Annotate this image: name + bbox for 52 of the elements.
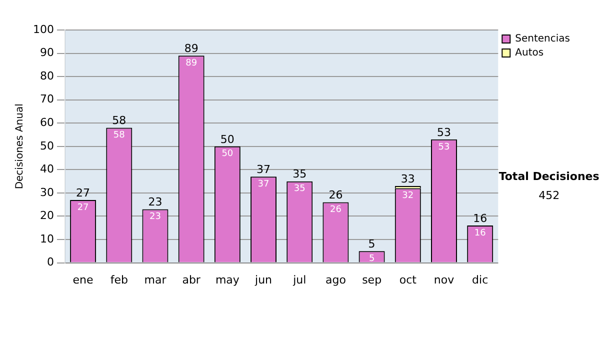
y-tick-label: 90 (40, 46, 54, 60)
total-label: 27 (76, 186, 90, 200)
data-label: 16 (474, 228, 486, 238)
data-label: 37 (258, 180, 270, 190)
x-tick-label: sep (362, 273, 382, 286)
data-label: 89 (186, 58, 198, 68)
x-tick-label: feb (110, 273, 128, 286)
data-label: 5 (368, 254, 375, 264)
x-tick-label: may (215, 273, 240, 286)
total-label: 35 (292, 168, 307, 181)
x-tick-label: oct (399, 273, 418, 286)
legend-label: Sentencias (515, 34, 570, 45)
data-label: 27 (77, 202, 89, 213)
y-tick-label: 60 (40, 116, 54, 129)
data-label: 23 (150, 212, 161, 222)
y-axis-title: Decisiones Anual (14, 104, 26, 190)
data-label: 58 (113, 130, 126, 141)
x-tick-label: dic (472, 273, 488, 286)
total-label: 37 (256, 163, 271, 176)
x-tick-label: nov (434, 273, 455, 286)
total-label: 16 (473, 212, 488, 225)
data-label: 53 (438, 142, 450, 152)
data-label: 32 (402, 191, 414, 202)
text: Total Decisiones (498, 170, 600, 183)
y-tick-label: 10 (40, 232, 54, 246)
total-label: 89 (184, 42, 198, 55)
y-tick-label: 40 (40, 162, 54, 176)
x-tick-label: jun (254, 273, 272, 286)
total-label: 58 (112, 114, 126, 128)
y-tick-label: 20 (40, 209, 54, 222)
x-tick-label: mar (144, 273, 167, 286)
y-tick-label: 50 (40, 139, 54, 152)
y-tick-label: 30 (40, 186, 54, 199)
legend-label: Autos (515, 48, 544, 59)
total-label: 26 (328, 188, 343, 202)
y-tick-label: 80 (40, 69, 54, 82)
y-tick-label: 70 (40, 92, 54, 106)
total-label: 23 (148, 196, 162, 209)
data-label: 35 (294, 184, 306, 194)
data-label: 50 (222, 149, 234, 160)
y-tick-label: 100 (32, 22, 54, 36)
total-label: 53 (436, 126, 451, 139)
x-tick-label: ago (325, 273, 346, 286)
text: 452 (538, 188, 560, 202)
total-label: 33 (400, 172, 415, 186)
total-label: 50 (220, 132, 234, 146)
x-tick-label: jul (292, 273, 306, 286)
x-tick-label: abr (182, 273, 201, 286)
total-label: 5 (368, 238, 376, 251)
y-tick-label: 0 (46, 256, 54, 269)
data-label: 26 (330, 205, 342, 216)
x-tick-label: ene (72, 273, 94, 286)
